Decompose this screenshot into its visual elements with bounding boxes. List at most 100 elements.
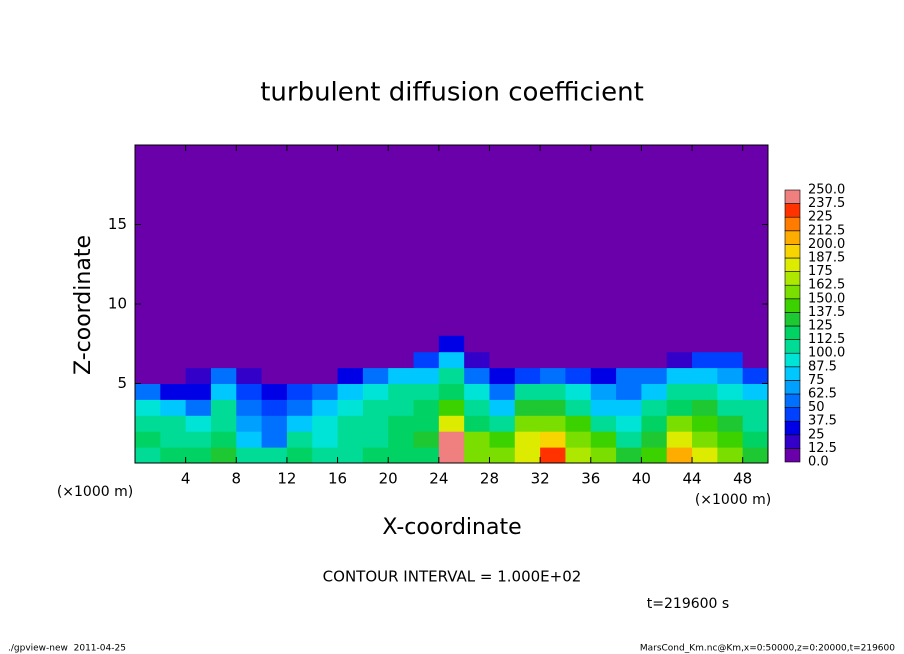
field-cell <box>514 367 541 384</box>
field-cell <box>692 415 718 432</box>
field-cell <box>489 367 516 384</box>
field-cell <box>160 399 187 416</box>
field-cell <box>540 447 566 464</box>
field-cell <box>489 399 516 416</box>
field-cell <box>590 367 617 384</box>
field-cell <box>742 415 769 432</box>
field-cell <box>666 447 693 464</box>
field-cell <box>210 415 237 432</box>
field-cell <box>236 399 263 416</box>
field-cell <box>286 335 313 353</box>
field-cell <box>692 351 718 369</box>
field-cell <box>236 367 263 384</box>
x-tick-label: 24 <box>429 470 448 488</box>
field-cell <box>565 399 592 416</box>
field-cell <box>641 447 668 464</box>
field-cell <box>160 335 187 353</box>
field-cell <box>185 351 212 369</box>
field-cell <box>742 447 769 464</box>
field-cell <box>388 447 415 464</box>
field-cell <box>286 351 313 369</box>
field-cell <box>261 399 288 416</box>
field-cell <box>261 351 288 369</box>
field-cell <box>514 431 541 448</box>
field-cell <box>641 415 668 432</box>
field-cell <box>666 351 693 369</box>
field-cell <box>540 367 566 384</box>
field-cell <box>312 351 339 369</box>
x-unit-label: (×1000 m) <box>695 492 771 508</box>
field-cell <box>717 447 744 464</box>
field-cell <box>362 335 389 353</box>
colorbar-swatch <box>784 407 801 422</box>
field-cell <box>236 383 263 400</box>
field-cell <box>590 415 617 432</box>
colorbar-swatch <box>784 339 801 354</box>
colorbar-label: 100.0 <box>808 346 845 361</box>
field-cell <box>210 431 237 448</box>
annotation: CONTOUR INTERVAL = 1.000E+02 <box>323 568 582 586</box>
colorbar-label: 187.5 <box>808 251 845 266</box>
field-cell <box>337 399 364 416</box>
field-cell <box>388 335 415 353</box>
field-cell <box>413 351 440 369</box>
field-cell <box>641 351 668 369</box>
field-cell <box>464 431 490 448</box>
colorbar-swatch <box>784 230 801 245</box>
colorbar-swatch <box>784 271 801 286</box>
field-cell <box>160 383 187 400</box>
field-cell <box>236 431 263 448</box>
field-cell <box>413 335 440 353</box>
field-cell <box>464 351 490 369</box>
x-tick-label: 36 <box>581 470 600 488</box>
field-cell <box>413 399 440 416</box>
chart-title: turbulent diffusion coefficient <box>260 78 644 108</box>
field-cell <box>388 431 415 448</box>
field-cell <box>236 335 263 353</box>
field-cell <box>362 383 389 400</box>
colorbar-swatch <box>784 284 801 300</box>
field-cell <box>337 447 364 464</box>
x-axis-title: X-coordinate <box>382 515 521 540</box>
field-cell <box>641 431 668 448</box>
field-cell <box>388 399 415 416</box>
field-cell <box>717 351 744 369</box>
colorbar-label: 75 <box>808 373 825 388</box>
field-cell <box>261 431 288 448</box>
field-cell <box>692 399 718 416</box>
colorbar-label: 62.5 <box>808 387 837 402</box>
colorbar-label: 212.5 <box>808 223 845 238</box>
colorbar-label: 125 <box>808 319 833 334</box>
field-cell <box>565 415 592 432</box>
field-cell <box>692 431 718 448</box>
field-cell <box>717 383 744 400</box>
field-cell <box>514 447 541 464</box>
field-cell <box>540 415 566 432</box>
field-cell <box>413 431 440 448</box>
field-cell <box>388 351 415 369</box>
field-cell <box>286 415 313 432</box>
colorbar-swatch <box>784 216 801 232</box>
field-cell <box>438 367 465 384</box>
field-cell <box>641 335 668 353</box>
x-tick-label: 12 <box>277 470 296 488</box>
field-cell <box>312 431 339 448</box>
field-cell <box>160 431 187 448</box>
field-cell <box>692 383 718 400</box>
field-cell <box>185 335 212 353</box>
field-cell <box>514 335 541 353</box>
field-cell <box>717 415 744 432</box>
x-tick-label: 8 <box>232 470 242 488</box>
field-cell <box>312 367 339 384</box>
field-cell <box>236 351 263 369</box>
field-cell <box>692 335 718 353</box>
field-cell <box>717 335 744 353</box>
field-cell <box>666 383 693 400</box>
field-cell <box>565 431 592 448</box>
field-cell <box>388 367 415 384</box>
field-cell <box>641 383 668 400</box>
colorbar-swatch <box>784 380 801 395</box>
field-cell <box>464 399 490 416</box>
field-cell <box>489 447 516 464</box>
